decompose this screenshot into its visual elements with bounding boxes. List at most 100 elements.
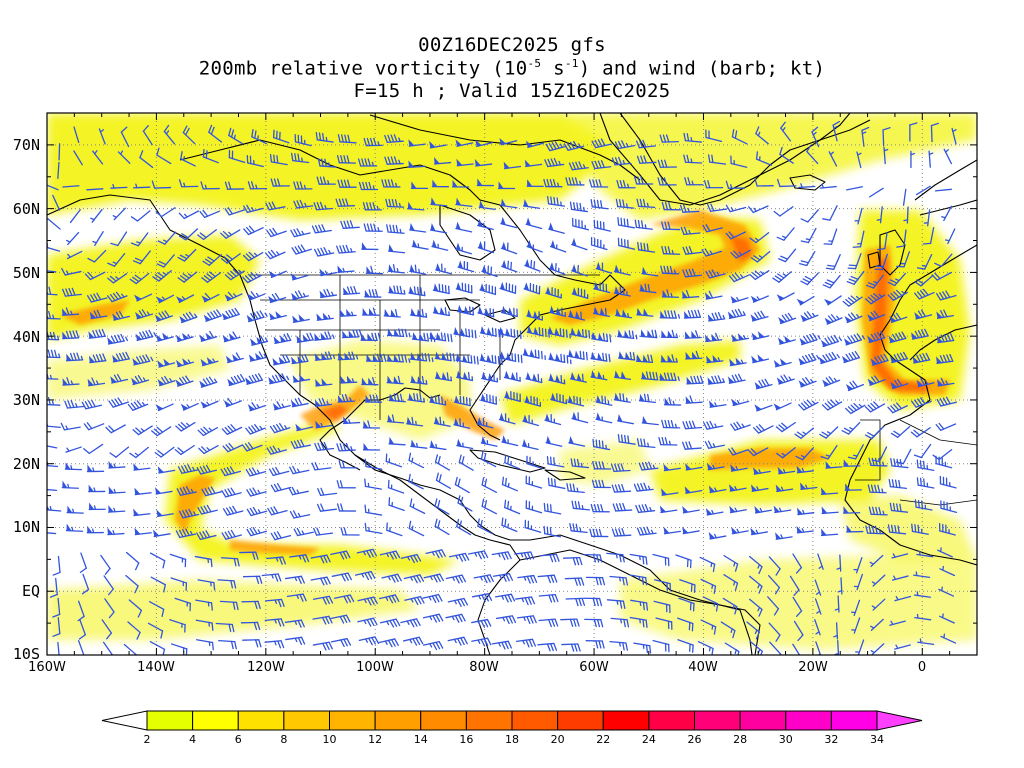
wind-barb <box>242 639 262 648</box>
colorbar-label: 8 <box>280 733 288 746</box>
wind-barb <box>435 472 451 489</box>
wind-barb <box>910 427 931 438</box>
wind-barb <box>865 274 884 289</box>
wind-barb <box>870 643 885 655</box>
wind-barb <box>659 372 680 382</box>
wind-barb <box>636 155 657 164</box>
wind-barb <box>499 351 523 364</box>
wind-barb <box>755 126 769 145</box>
wind-barb <box>128 599 143 618</box>
wind-barb <box>800 311 819 322</box>
colorbar-label: 32 <box>824 733 839 746</box>
wind-barb <box>595 261 613 274</box>
wind-barb <box>178 228 199 241</box>
wind-barb <box>891 553 909 559</box>
wind-barb <box>547 477 566 490</box>
wind-barb <box>315 131 334 143</box>
wind-barb <box>157 358 176 368</box>
wind-barb <box>570 327 594 340</box>
wind-barb <box>731 333 750 342</box>
wind-barb <box>549 239 567 253</box>
wind-barb <box>592 461 612 470</box>
wind-barb <box>410 439 428 449</box>
wind-barb <box>837 577 843 595</box>
wind-barb <box>246 487 267 497</box>
wind-barb <box>524 258 541 272</box>
wind-barb <box>429 440 447 451</box>
wind-barb <box>685 463 703 471</box>
wind-barb <box>492 572 514 582</box>
wind-barb <box>409 264 427 275</box>
wind-barb <box>561 643 581 652</box>
wind-barb <box>387 244 406 254</box>
wind-barb <box>779 146 794 164</box>
wind-barb <box>291 290 310 301</box>
wind-barb <box>310 576 331 586</box>
wind-barb <box>156 254 175 268</box>
wind-barb <box>176 294 195 304</box>
wind-barb <box>87 249 107 263</box>
wind-barb <box>820 487 839 496</box>
wind-barb <box>224 181 245 190</box>
wind-barb <box>175 332 194 343</box>
wind-barb <box>169 619 186 633</box>
colorbar-label: 18 <box>505 733 519 746</box>
wind-barb <box>182 125 196 145</box>
wind-barb <box>661 419 681 429</box>
wind-barb <box>617 237 636 250</box>
wind-barb <box>754 178 774 187</box>
wind-barb <box>545 286 562 299</box>
wind-barb <box>104 598 115 619</box>
wind-barb <box>867 310 886 322</box>
wind-barb <box>429 223 447 234</box>
colorbar-swatch <box>237 710 285 731</box>
wind-barb <box>819 426 839 439</box>
wind-barb <box>272 129 290 144</box>
wind-barb <box>139 150 154 169</box>
wind-barb <box>221 529 242 540</box>
wind-barb <box>861 126 870 147</box>
wind-barb <box>106 291 128 303</box>
wind-barb <box>289 510 311 519</box>
wind-barb <box>123 643 138 655</box>
wind-barb <box>199 209 221 219</box>
wind-barb <box>363 223 383 232</box>
wind-barb <box>890 425 911 438</box>
wind-barb <box>155 207 176 218</box>
wind-barb <box>285 636 306 646</box>
wind-barb <box>267 506 288 516</box>
wind-barb <box>411 239 429 250</box>
wind-barb <box>432 305 450 317</box>
wind-barb <box>796 295 815 306</box>
wind-barb <box>293 199 314 209</box>
wind-barb <box>289 554 310 563</box>
wind-barb <box>896 229 907 248</box>
wind-barb <box>591 160 612 170</box>
lat-label-70n: 70N <box>12 136 40 154</box>
wind-barb <box>871 574 886 587</box>
wind-barb <box>914 613 932 621</box>
wind-barb <box>606 599 626 609</box>
wind-barb <box>570 458 590 469</box>
wind-barb <box>117 150 131 164</box>
wind-barb <box>876 206 883 224</box>
wind-barb <box>817 553 824 570</box>
wind-barb <box>336 480 356 489</box>
wind-barb <box>653 600 671 614</box>
wind-barb <box>675 554 692 569</box>
wind-barb <box>269 154 288 166</box>
wind-barb <box>731 129 748 145</box>
wind-barb <box>178 179 199 188</box>
lon-label-120w: 120W <box>247 660 285 675</box>
wind-barb <box>569 372 587 383</box>
wind-barb <box>107 333 129 345</box>
wind-barb <box>593 281 611 294</box>
wind-barb <box>474 159 493 167</box>
wind-barb <box>221 424 243 436</box>
wind-barb <box>636 526 657 536</box>
wind-barb <box>707 203 728 212</box>
wind-barb <box>312 641 333 651</box>
wind-barb <box>175 421 196 432</box>
wind-barb <box>750 310 769 322</box>
wind-barb <box>708 532 727 540</box>
